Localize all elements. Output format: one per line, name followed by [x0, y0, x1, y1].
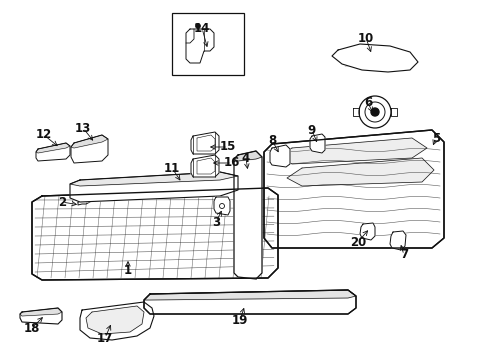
Polygon shape — [80, 302, 154, 340]
Polygon shape — [70, 172, 238, 202]
Polygon shape — [191, 155, 219, 177]
Polygon shape — [143, 290, 355, 300]
Polygon shape — [234, 151, 262, 161]
Text: 14: 14 — [193, 22, 210, 35]
Polygon shape — [286, 158, 433, 186]
Polygon shape — [191, 132, 219, 154]
Bar — [172, 13, 244, 75]
Text: 2: 2 — [58, 195, 66, 208]
Polygon shape — [214, 197, 229, 215]
Polygon shape — [20, 308, 62, 316]
Text: 10: 10 — [357, 31, 373, 45]
Text: 3: 3 — [211, 216, 220, 229]
Text: 17: 17 — [97, 332, 113, 345]
Text: 5: 5 — [431, 131, 439, 144]
Circle shape — [195, 23, 200, 28]
Text: 8: 8 — [267, 134, 276, 147]
Polygon shape — [390, 108, 396, 116]
Text: 15: 15 — [220, 140, 236, 153]
Text: 18: 18 — [24, 321, 40, 334]
Polygon shape — [36, 143, 70, 153]
Polygon shape — [359, 223, 374, 240]
Polygon shape — [71, 135, 108, 148]
Polygon shape — [143, 290, 355, 314]
Polygon shape — [389, 231, 405, 250]
Polygon shape — [276, 138, 426, 164]
Polygon shape — [71, 135, 108, 163]
Text: 20: 20 — [349, 235, 366, 248]
Text: 4: 4 — [242, 152, 250, 165]
Polygon shape — [264, 130, 443, 248]
Polygon shape — [331, 44, 417, 72]
Polygon shape — [234, 151, 262, 279]
Polygon shape — [86, 306, 143, 334]
Polygon shape — [185, 29, 214, 63]
Text: 6: 6 — [363, 96, 371, 109]
Text: 9: 9 — [307, 123, 315, 136]
Text: 19: 19 — [231, 314, 248, 327]
Text: 1: 1 — [123, 264, 132, 276]
Text: 11: 11 — [163, 162, 180, 175]
Text: 12: 12 — [36, 129, 52, 141]
Polygon shape — [269, 145, 289, 167]
Text: 7: 7 — [399, 248, 407, 261]
Text: 16: 16 — [224, 157, 240, 170]
Polygon shape — [36, 143, 70, 161]
Polygon shape — [352, 108, 358, 116]
Polygon shape — [309, 134, 325, 153]
Polygon shape — [20, 308, 62, 324]
Polygon shape — [32, 188, 278, 280]
Polygon shape — [70, 172, 238, 186]
Circle shape — [370, 108, 378, 116]
Text: 13: 13 — [75, 122, 91, 135]
